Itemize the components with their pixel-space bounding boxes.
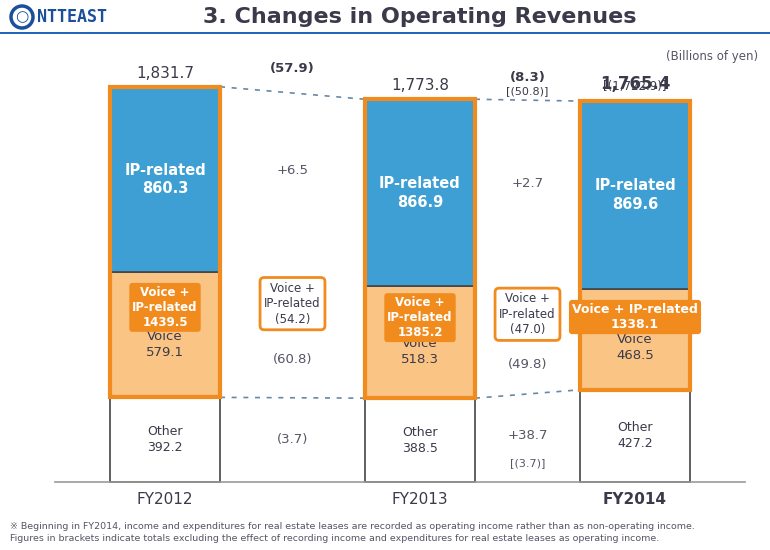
Bar [580, 101, 690, 390]
Text: Voice +
IP-related
1439.5: Voice + IP-related 1439.5 [132, 286, 198, 329]
Text: 1,831.7: 1,831.7 [136, 66, 194, 81]
Text: +38.7: +38.7 [507, 430, 547, 442]
Text: 3. Changes in Operating Revenues: 3. Changes in Operating Revenues [203, 7, 637, 27]
Text: 1,765.4: 1,765.4 [600, 75, 670, 93]
Text: IP-related
866.9: IP-related 866.9 [379, 176, 461, 210]
Text: Voice
579.1: Voice 579.1 [146, 331, 184, 359]
Bar [365, 287, 475, 398]
Bar [580, 289, 690, 390]
Text: Voice +
IP-related
(54.2): Voice + IP-related (54.2) [264, 282, 321, 326]
Text: +6.5: +6.5 [276, 164, 309, 177]
Text: (Billions of yen): (Billions of yen) [666, 50, 758, 63]
Text: FY2014: FY2014 [603, 492, 667, 507]
Text: [(50.8)]: [(50.8)] [507, 86, 549, 96]
Text: Voice + IP-related
1338.1: Voice + IP-related 1338.1 [572, 303, 698, 331]
Bar [365, 99, 475, 398]
Text: IP-related
869.6: IP-related 869.6 [594, 178, 676, 212]
Text: (57.9): (57.9) [270, 62, 315, 75]
Text: Voice +
IP-related
1385.2: Voice + IP-related 1385.2 [387, 296, 453, 339]
Bar [365, 99, 475, 287]
Bar [580, 101, 690, 289]
Text: (60.8): (60.8) [273, 354, 313, 366]
Text: (3.7): (3.7) [276, 433, 308, 446]
Text: 1,773.8: 1,773.8 [391, 78, 449, 94]
Bar [110, 272, 220, 397]
Bar [110, 397, 220, 482]
Text: ※ Beginning in FY2014, income and expenditures for real estate leases are record: ※ Beginning in FY2014, income and expend… [10, 522, 695, 531]
Text: Voice +
IP-related
(47.0): Voice + IP-related (47.0) [499, 292, 556, 336]
Text: Voice
518.3: Voice 518.3 [401, 337, 439, 366]
Text: Other
388.5: Other 388.5 [402, 426, 438, 455]
Text: Other
392.2: Other 392.2 [147, 425, 182, 454]
Text: FY2012: FY2012 [137, 492, 193, 507]
Bar [580, 390, 690, 482]
Text: FY2013: FY2013 [392, 492, 448, 507]
Text: IP-related
860.3: IP-related 860.3 [124, 163, 206, 196]
Text: [(1,722.9)]: [(1,722.9)] [603, 65, 667, 93]
Text: +2.7: +2.7 [511, 177, 544, 190]
Text: Figures in brackets indicate totals excluding the effect of recording income and: Figures in brackets indicate totals excl… [10, 534, 659, 543]
Bar [110, 87, 220, 272]
Text: [(3.7)]: [(3.7)] [510, 459, 545, 469]
Bar [0, 31, 770, 34]
Text: Voice
468.5: Voice 468.5 [616, 333, 654, 362]
Bar [110, 87, 220, 397]
Text: (8.3): (8.3) [510, 71, 545, 84]
Bar [365, 398, 475, 482]
Text: Other
427.2: Other 427.2 [618, 421, 653, 450]
Text: (49.8): (49.8) [507, 358, 547, 371]
Text: NTTEAST: NTTEAST [37, 8, 107, 26]
Text: ○: ○ [15, 9, 28, 25]
